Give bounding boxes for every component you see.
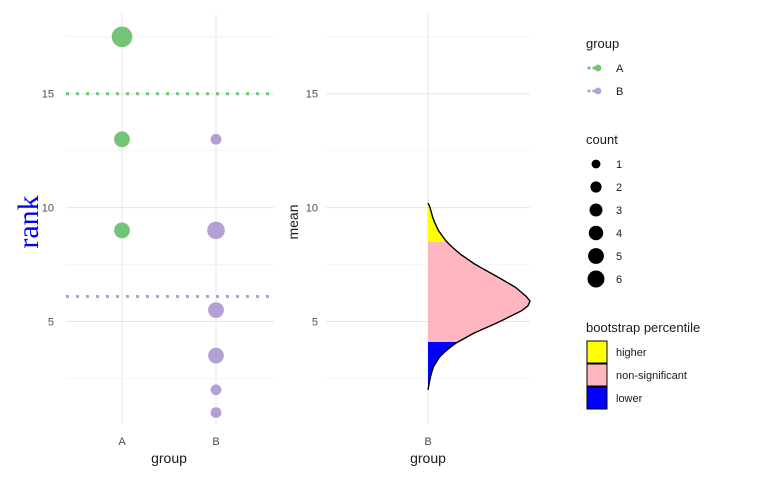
rank-point-A bbox=[114, 131, 130, 148]
legend-count-label: 5 bbox=[616, 251, 622, 263]
rank-y-tick-label: 15 bbox=[42, 89, 54, 101]
legend-count-key bbox=[589, 203, 603, 217]
legend-bootstrap-key bbox=[586, 363, 608, 387]
legend-bootstrap-label: higher bbox=[616, 347, 647, 359]
rank-x-tick-label: B bbox=[212, 436, 219, 448]
legend-group-key-point bbox=[594, 87, 602, 95]
mean-y-tick-label: 10 bbox=[306, 203, 318, 215]
legend-count-key bbox=[588, 225, 604, 241]
mean-band-non-significant bbox=[428, 241, 531, 342]
legend-count-items: 1 2 3 4 5 6 bbox=[587, 159, 622, 288]
mean-band-lower bbox=[428, 342, 458, 390]
mean-band-higher bbox=[428, 203, 447, 242]
mean-x-tick-label: B bbox=[424, 436, 431, 448]
mean-y-tick-label: 5 bbox=[312, 317, 318, 329]
legend-group-title: group bbox=[586, 36, 619, 51]
mean-panel: 5 10 15 B group mean bbox=[285, 14, 531, 466]
legend-bootstrap-title: bootstrap percentile bbox=[586, 320, 700, 335]
legend-count-key bbox=[587, 270, 605, 288]
rank-point-A bbox=[114, 222, 130, 239]
legend-bootstrap-key bbox=[586, 386, 608, 410]
mean-panel-density-outline bbox=[427, 202, 531, 390]
legend-bootstrap-label: lower bbox=[616, 393, 643, 405]
legend-group-label: B bbox=[616, 86, 623, 98]
legend-count-key bbox=[590, 181, 602, 193]
mean-panel-y-ticks: 5 10 15 bbox=[306, 89, 318, 329]
legend-group-label: A bbox=[616, 63, 624, 75]
rank-panel-grid bbox=[66, 14, 274, 424]
rank-point-B bbox=[208, 347, 224, 364]
mean-panel-percentile-bands bbox=[428, 203, 531, 390]
legend: group AB count 1 2 3 4 5 6 bootstrap percenti… bbox=[586, 36, 700, 410]
rank-point-B bbox=[210, 133, 222, 145]
legend-group-key-dot bbox=[587, 89, 591, 93]
mean-panel-y-title: mean bbox=[285, 204, 301, 239]
legend-count-label: 1 bbox=[616, 159, 622, 171]
legend-bootstrap-key bbox=[586, 340, 608, 364]
legend-count-label: 6 bbox=[616, 274, 622, 286]
rank-point-B bbox=[208, 302, 224, 319]
mean-panel-x-title: group bbox=[410, 450, 446, 466]
mean-y-tick-label: 15 bbox=[306, 89, 318, 101]
legend-count-key bbox=[588, 248, 604, 264]
rank-panel-y-title: rank bbox=[12, 195, 45, 248]
legend-count-key bbox=[591, 159, 601, 169]
rank-x-tick-label: A bbox=[118, 436, 126, 448]
legend-count-label: 4 bbox=[616, 228, 622, 240]
legend-bootstrap-label: non-significant bbox=[616, 370, 687, 382]
legend-count-title: count bbox=[586, 132, 618, 147]
rank-point-B bbox=[207, 221, 225, 240]
rank-y-tick-label: 10 bbox=[42, 203, 54, 215]
rank-panel-reference-lines bbox=[66, 92, 274, 298]
rank-panel-x-title: group bbox=[151, 450, 187, 466]
legend-count-label: 2 bbox=[616, 182, 622, 194]
legend-bootstrap-items: higher non-significant lower bbox=[586, 340, 687, 410]
mean-panel-x-ticks: B bbox=[424, 436, 431, 448]
rank-y-tick-label: 5 bbox=[48, 317, 54, 329]
legend-group-items: AB bbox=[587, 63, 624, 98]
rank-point-A bbox=[111, 26, 133, 48]
rank-point-B bbox=[210, 384, 222, 396]
legend-group-key-point bbox=[594, 64, 602, 72]
legend-group-key-dot bbox=[587, 66, 591, 70]
legend-count-label: 3 bbox=[616, 205, 622, 217]
rank-point-B bbox=[210, 407, 222, 419]
rank-panel-points bbox=[111, 26, 225, 419]
rank-panel-y-ticks: 5 10 15 bbox=[42, 89, 54, 329]
